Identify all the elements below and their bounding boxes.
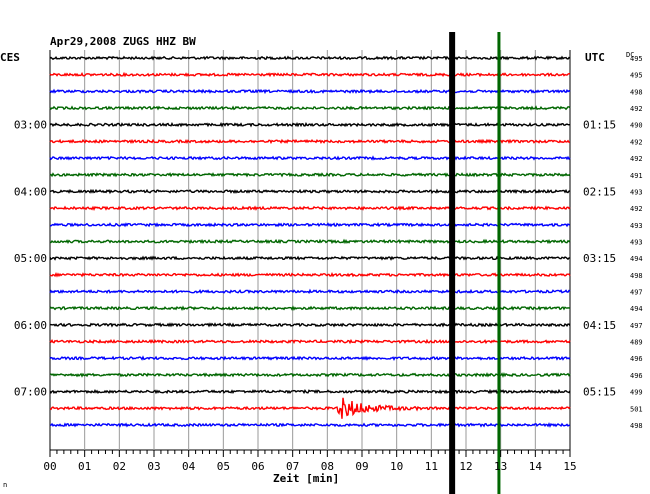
trace-line bbox=[49, 288, 571, 295]
dc-value: 493 bbox=[630, 222, 643, 230]
trace-line bbox=[49, 338, 571, 345]
time-grid bbox=[49, 50, 571, 451]
x-tick-label: 10 bbox=[390, 460, 403, 473]
right-hour-label: 05:15 bbox=[583, 386, 616, 399]
left-zone-label: CES bbox=[0, 51, 20, 64]
trace-line bbox=[49, 255, 571, 261]
dc-value: 492 bbox=[630, 155, 643, 163]
seismic-traces bbox=[49, 55, 571, 428]
dc-value: 496 bbox=[630, 355, 643, 363]
x-tick-label: 15 bbox=[563, 460, 576, 473]
trace-line bbox=[49, 55, 571, 61]
dc-value: 493 bbox=[630, 188, 643, 196]
x-tick-label: 07 bbox=[286, 460, 299, 473]
dc-value: 491 bbox=[630, 172, 643, 180]
x-axis-label: Zeit [min] bbox=[273, 472, 339, 485]
dc-value: 499 bbox=[630, 389, 643, 397]
trace-line bbox=[49, 188, 571, 195]
dc-value: 495 bbox=[630, 55, 643, 63]
x-tick-label: 05 bbox=[217, 460, 230, 473]
x-tick-label: 14 bbox=[529, 460, 543, 473]
dc-value: 497 bbox=[630, 322, 643, 330]
trace-line bbox=[49, 305, 571, 312]
right-hour-label: 01:15 bbox=[583, 119, 616, 132]
dc-value: 501 bbox=[630, 405, 643, 413]
dc-value: 494 bbox=[630, 305, 643, 313]
x-tick-label: 08 bbox=[321, 460, 334, 473]
x-tick-label: 12 bbox=[459, 460, 472, 473]
x-tick-label: 02 bbox=[113, 460, 126, 473]
trace-line bbox=[49, 138, 571, 145]
trace-line bbox=[49, 172, 571, 178]
trace-line bbox=[49, 71, 571, 78]
trace-line bbox=[49, 271, 571, 278]
trace-line bbox=[49, 388, 571, 395]
x-tick-label: 03 bbox=[147, 460, 160, 473]
dc-value: 495 bbox=[630, 72, 643, 80]
dc-value: 498 bbox=[630, 422, 643, 430]
trace-line bbox=[49, 88, 571, 95]
trace-line bbox=[50, 222, 571, 228]
trace-line bbox=[49, 422, 571, 428]
dc-header: DC bbox=[626, 51, 634, 59]
footer-mark: n bbox=[3, 481, 7, 489]
dc-value: 498 bbox=[630, 88, 643, 96]
x-tick-label: 00 bbox=[43, 460, 56, 473]
right-hour-label: 02:15 bbox=[583, 185, 616, 198]
x-axis: 00 01 02 03 04 05 06 07 08 09 10 11 12 13 14 15 bbox=[43, 450, 577, 473]
dc-value: 489 bbox=[630, 339, 643, 347]
right-hour-label: 03:15 bbox=[583, 252, 616, 265]
trace-line bbox=[49, 105, 571, 111]
left-hour-label: 05:00 bbox=[14, 252, 47, 265]
dc-value: 493 bbox=[630, 238, 643, 246]
right-zone-label: UTC bbox=[585, 51, 605, 64]
chart-title: Apr29,2008 ZUGS HHZ BW bbox=[50, 35, 196, 48]
x-tick-label: 11 bbox=[425, 460, 438, 473]
x-tick-label: 13 bbox=[494, 460, 507, 473]
dc-value: 498 bbox=[630, 272, 643, 280]
dc-value: 492 bbox=[630, 205, 643, 213]
trace-line bbox=[49, 238, 571, 245]
trace-line bbox=[49, 155, 571, 161]
dc-value: 497 bbox=[630, 289, 643, 297]
x-tick-label: 09 bbox=[355, 460, 368, 473]
row-labels: 03:00 04:00 05:00 06:00 07:00 01:15 02:15 03:15… bbox=[14, 55, 643, 430]
left-hour-label: 04:00 bbox=[14, 185, 47, 198]
trace-line bbox=[49, 397, 571, 419]
trace-line bbox=[49, 121, 571, 128]
left-hour-label: 06:00 bbox=[14, 319, 47, 332]
time-markers bbox=[449, 32, 501, 494]
trace-line bbox=[49, 205, 571, 211]
dc-value: 490 bbox=[630, 122, 643, 130]
dc-value: 492 bbox=[630, 105, 643, 113]
left-hour-label: 07:00 bbox=[14, 386, 47, 399]
x-tick-label: 06 bbox=[251, 460, 264, 473]
trace-line bbox=[49, 355, 571, 362]
x-tick-label: 04 bbox=[182, 460, 196, 473]
dc-value: 492 bbox=[630, 138, 643, 146]
trace-line bbox=[49, 372, 571, 378]
trace-line bbox=[49, 322, 571, 328]
dc-value: 494 bbox=[630, 255, 643, 263]
dc-value: 496 bbox=[630, 372, 643, 380]
x-tick-label: 01 bbox=[78, 460, 91, 473]
right-hour-label: 04:15 bbox=[583, 319, 616, 332]
left-hour-label: 03:00 bbox=[14, 119, 47, 132]
